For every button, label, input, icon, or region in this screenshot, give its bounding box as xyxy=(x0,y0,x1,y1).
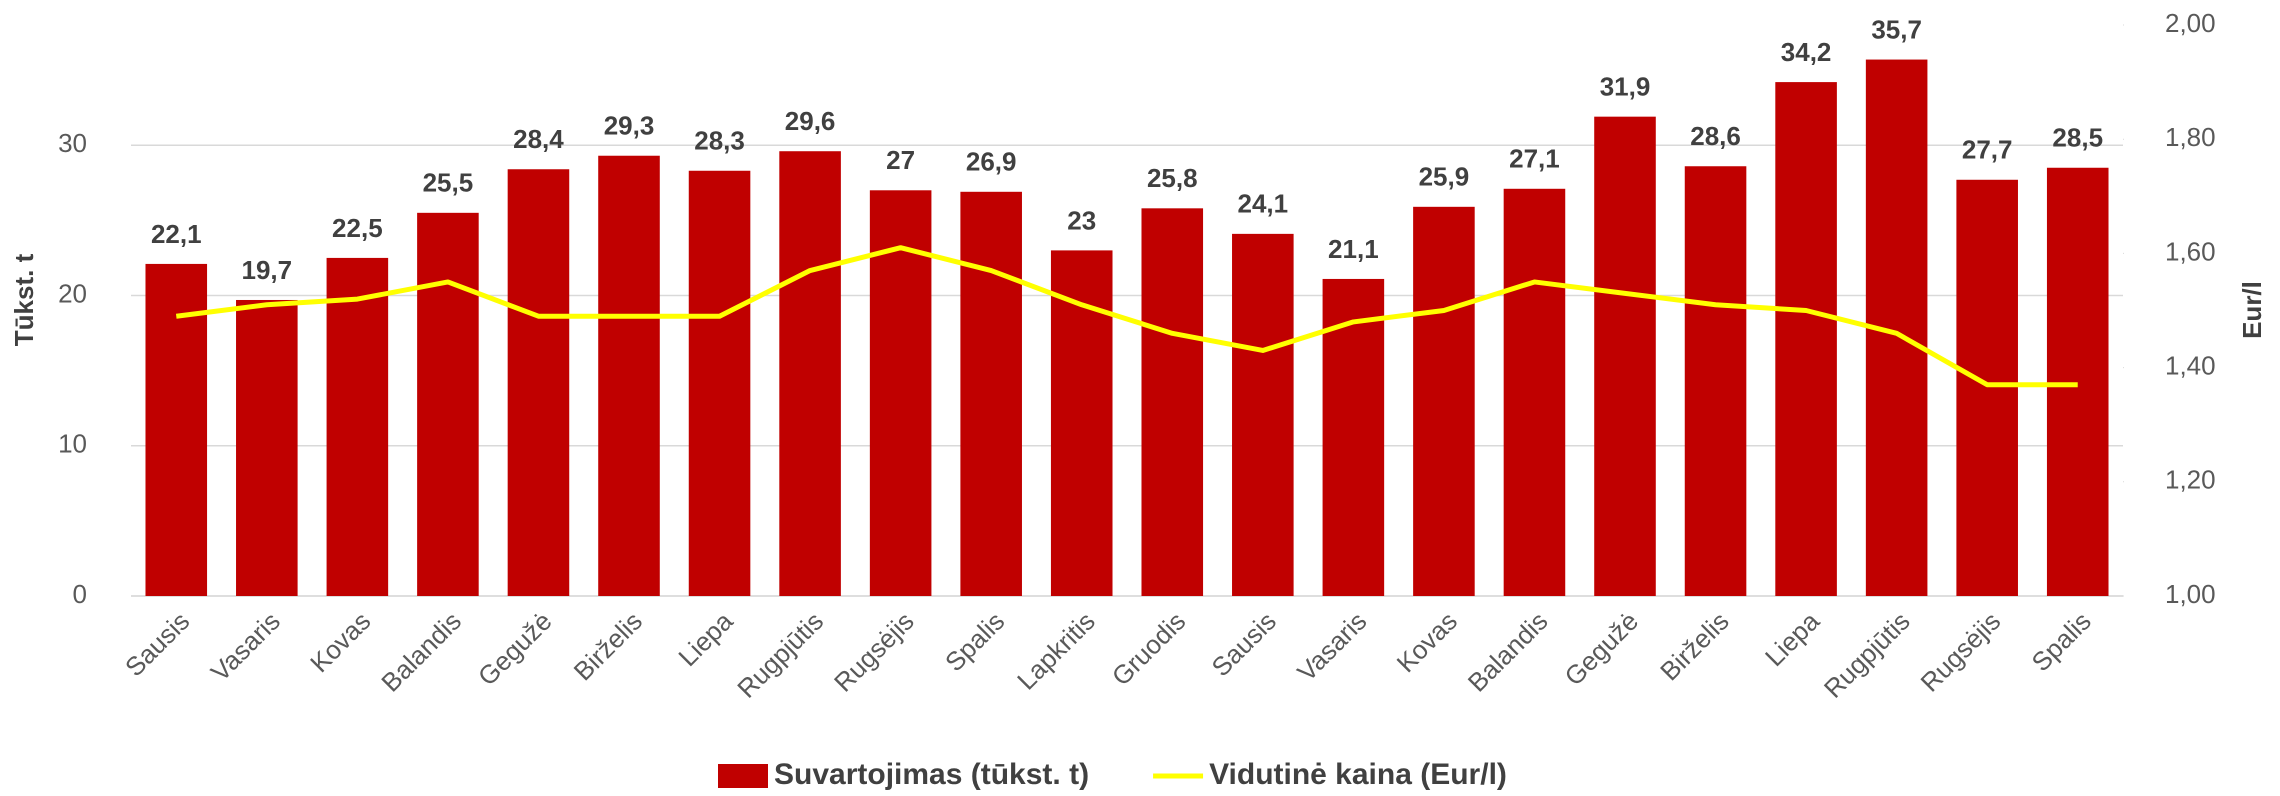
y-axis-title: Tūkst. t xyxy=(9,253,39,346)
line xyxy=(175,245,2078,388)
bar xyxy=(1503,188,1566,596)
y2-axis-title: Eur/l xyxy=(2237,281,2267,339)
x-tick-label: Birželis xyxy=(568,606,648,686)
data-label: 26,9 xyxy=(966,147,1017,177)
y-tick-label: 20 xyxy=(58,278,87,308)
bar xyxy=(145,263,208,596)
data-label: 27 xyxy=(886,145,915,175)
x-tick-label: Balandis xyxy=(1462,606,1554,698)
bar xyxy=(1322,278,1385,596)
x-tick-label: Spalis xyxy=(2026,606,2097,677)
legend-swatch xyxy=(718,764,768,788)
y2-tick-label: 2,00 xyxy=(2165,8,2216,38)
x-tick-label: Balandis xyxy=(375,606,467,698)
bar xyxy=(598,155,660,596)
y-tick-label: 10 xyxy=(58,429,87,459)
x-tick-label: Rugsėjis xyxy=(828,606,920,698)
x-tick-label: Rugpjūtis xyxy=(1818,606,1916,704)
bar xyxy=(1232,233,1294,596)
x-tick-label: Kovas xyxy=(1391,606,1463,678)
bar xyxy=(2046,167,2109,596)
data-label: 35,7 xyxy=(1871,14,1922,44)
y-tick-label: 0 xyxy=(73,579,87,609)
bar xyxy=(1413,206,1475,596)
data-label: 25,5 xyxy=(423,168,474,198)
x-tick-label: Sausis xyxy=(119,606,195,682)
x-tick-label: Rugpjūtis xyxy=(731,606,829,704)
data-label: 24,1 xyxy=(1238,189,1289,219)
x-tick-label: Gegužė xyxy=(472,606,558,692)
bar xyxy=(1594,116,1656,597)
data-label: 28,6 xyxy=(1690,121,1741,151)
bar xyxy=(1050,250,1113,597)
bar xyxy=(326,257,389,596)
data-label: 19,7 xyxy=(242,255,293,285)
x-tick-label: Rugsėjis xyxy=(1915,606,2007,698)
data-label: 22,1 xyxy=(151,219,202,249)
bar xyxy=(1956,179,2018,596)
bar xyxy=(507,169,570,596)
bar xyxy=(1141,208,1204,597)
data-label: 29,3 xyxy=(604,111,655,141)
x-tick-label: Gegužė xyxy=(1558,606,1644,692)
x-tick-label: Liepa xyxy=(1759,606,1826,673)
y2-tick-label: 1,00 xyxy=(2165,579,2216,609)
y2-tick-label: 1,20 xyxy=(2165,465,2216,495)
bar xyxy=(1775,82,1837,597)
x-tick-label: Sausis xyxy=(1206,606,1282,682)
x-tick-label: Spalis xyxy=(939,606,1010,677)
bar xyxy=(869,190,932,596)
x-tick-label: Liepa xyxy=(672,606,739,673)
y2-tick-label: 1,40 xyxy=(2165,350,2216,380)
data-label: 34,2 xyxy=(1781,37,1832,67)
y-tick-label: 30 xyxy=(58,128,87,158)
x-tick-label: Vasaris xyxy=(1291,606,1372,687)
bar xyxy=(1684,166,1747,596)
data-label: 27,1 xyxy=(1509,144,1560,174)
data-label: 28,4 xyxy=(513,124,564,154)
x-tick-label: Birželis xyxy=(1654,606,1734,686)
data-label: 25,8 xyxy=(1147,163,1198,193)
data-label: 27,7 xyxy=(1962,135,2013,165)
bar xyxy=(417,212,479,596)
bar xyxy=(236,299,298,596)
data-label: 23 xyxy=(1067,205,1096,235)
x-tick-label: Kovas xyxy=(304,606,376,678)
data-label: 22,5 xyxy=(332,213,383,243)
data-label: 25,9 xyxy=(1419,162,1470,192)
y2-tick-label: 1,60 xyxy=(2165,236,2216,266)
data-label: 28,3 xyxy=(694,126,745,156)
bar xyxy=(688,170,751,597)
data-label: 21,1 xyxy=(1328,234,1379,264)
legend-label: Suvartojimas (tūkst. t) xyxy=(774,758,1089,791)
x-tick-label: Lapkritis xyxy=(1011,606,1101,696)
legend-label: Vidutinė kaina (Eur/l) xyxy=(1209,758,1507,791)
bar xyxy=(960,191,1022,596)
x-tick-label: Gruodis xyxy=(1106,606,1192,692)
data-label: 31,9 xyxy=(1600,72,1651,102)
y2-tick-label: 1,80 xyxy=(2165,122,2216,152)
bar xyxy=(779,151,841,596)
x-tick-label: Vasaris xyxy=(205,606,286,687)
data-label: 29,6 xyxy=(785,106,836,136)
data-label: 28,5 xyxy=(2052,123,2103,153)
